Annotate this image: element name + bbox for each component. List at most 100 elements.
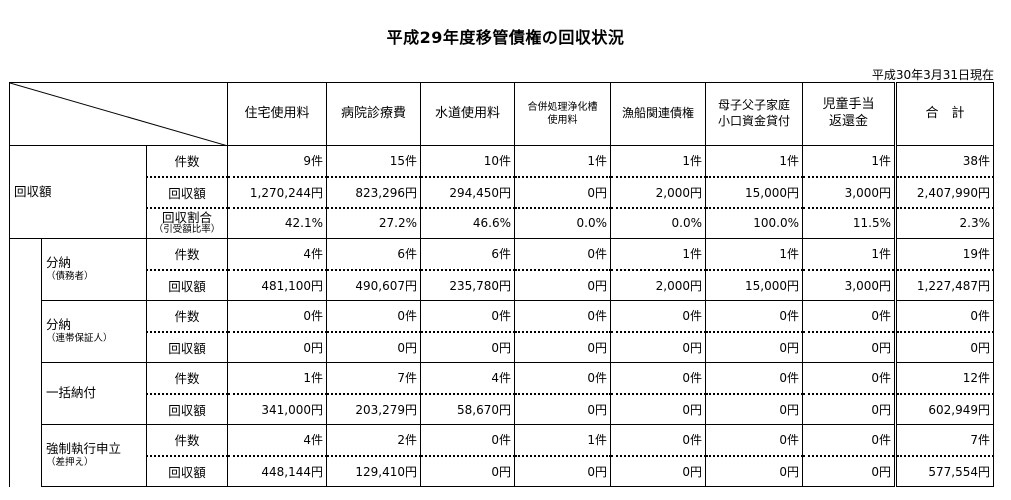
cell: 42.1% <box>227 207 327 239</box>
table-row: 回収額 1,270,244円 823,296円 294,450円 0円 2,00… <box>10 176 994 209</box>
cell: 10件 <box>420 145 515 178</box>
cell: 0円 <box>802 455 896 487</box>
cell: 1件 <box>514 424 611 457</box>
cell: 0件 <box>420 424 515 457</box>
cell: 46.6% <box>420 207 515 239</box>
col-header-water: 水道使用料 <box>420 82 515 146</box>
row-label-amount: 回収額 <box>146 455 228 487</box>
cell: 0件 <box>705 362 803 395</box>
cell: 0円 <box>705 455 803 487</box>
cell: 0件 <box>420 300 515 333</box>
cell: 2,407,990円 <box>894 176 994 209</box>
cell: 3,000円 <box>802 176 896 209</box>
cell: 19件 <box>894 238 994 271</box>
group-label-kyosei: 強制執行申立 （差押え） <box>41 424 147 487</box>
cell: 0件 <box>610 300 706 333</box>
row-label-amount: 回収額 <box>146 331 228 363</box>
cell: 0件 <box>610 362 706 395</box>
cell: 0円 <box>802 393 896 425</box>
table-row: 分納 （連帯保証人） 件数 0件 0件 0件 0件 0件 0件 0件 0件 <box>10 300 994 363</box>
cell: 0件 <box>802 300 896 333</box>
corner-diagonal <box>10 83 228 146</box>
table-row: 分納 （債務者） 件数 4件 6件 6件 0件 1件 1件 1件 19件 <box>9 238 994 487</box>
row-label-count: 件数 <box>146 145 228 178</box>
table-row: 回収額 341,000円 203,279円 58,670円 0円 0円 0円 0… <box>10 393 994 425</box>
row-label-rate: 回収割合 （引受額比率） <box>146 207 228 239</box>
cell: 0円 <box>705 393 803 425</box>
cell: 12件 <box>894 362 994 395</box>
row-label-amount: 回収額 <box>146 176 228 209</box>
cell: 2,000円 <box>610 269 706 301</box>
rate-label: 回収割合 <box>161 210 212 226</box>
cell: 1件 <box>705 145 803 178</box>
cell: 1件 <box>802 145 896 178</box>
table-row: 回収額 448,144円 129,410円 0円 0円 0円 0円 0円 577… <box>10 455 994 487</box>
cell: 1件 <box>705 238 803 271</box>
row-label-count: 件数 <box>146 300 228 333</box>
cell: 0.0% <box>514 207 611 239</box>
cell: 0円 <box>894 331 994 363</box>
cell: 3,000円 <box>802 269 896 301</box>
cell: 0件 <box>227 300 327 333</box>
cell: 0円 <box>514 455 611 487</box>
group-sublabel: （連帯保証人） <box>46 333 113 345</box>
cell: 577,554円 <box>894 455 994 487</box>
group-label-bunno-debtor: 分納 （債務者） <box>41 238 147 301</box>
cell: 1件 <box>610 145 706 178</box>
row-label-count: 件数 <box>146 238 228 271</box>
cell: 15,000円 <box>705 176 803 209</box>
cell: 0.0% <box>610 207 706 239</box>
rate-sublabel: （引受額比率） <box>153 223 221 235</box>
col-header-total: 合 計 <box>894 82 994 146</box>
row-label-count: 件数 <box>146 362 228 395</box>
cell: 490,607円 <box>326 269 421 301</box>
col-header-housing: 住宅使用料 <box>227 82 327 146</box>
cell: 1件 <box>227 362 327 395</box>
table-row: 回収額 481,100円 490,607円 235,780円 0円 2,000円… <box>10 269 994 301</box>
cell: 0円 <box>610 331 706 363</box>
cell: 0円 <box>802 331 896 363</box>
group-label-bunno-guarantor: 分納 （連帯保証人） <box>41 300 147 363</box>
cell: 294,450円 <box>420 176 515 209</box>
cell: 823,296円 <box>326 176 421 209</box>
cell: 1,227,487円 <box>894 269 994 301</box>
cell: 0円 <box>514 393 611 425</box>
cell: 0円 <box>514 331 611 363</box>
cell: 100.0% <box>705 207 803 239</box>
col-header-hospital: 病院診療費 <box>326 82 421 146</box>
cell: 11.5% <box>802 207 896 239</box>
cell: 15,000円 <box>705 269 803 301</box>
cell: 6件 <box>420 238 515 271</box>
header-row: 住宅使用料 病院診療費 水道使用料 合併処理浄化槽 使用料 漁船関連債権 母子父子… <box>9 82 994 146</box>
row-label-amount: 回収額 <box>146 269 228 301</box>
cell: 0円 <box>705 331 803 363</box>
cell: 7件 <box>326 362 421 395</box>
cell: 1件 <box>802 238 896 271</box>
cell: 129,410円 <box>326 455 421 487</box>
cell: 0円 <box>610 393 706 425</box>
cell: 0件 <box>705 300 803 333</box>
cell: 4件 <box>227 238 327 271</box>
table-row: 一括納付 件数 1件 7件 4件 0件 0件 0件 0件 12件 <box>10 362 994 425</box>
cell: 4件 <box>420 362 515 395</box>
collection-table: 住宅使用料 病院診療費 水道使用料 合併処理浄化槽 使用料 漁船関連債権 母子父子… <box>9 82 994 487</box>
cell: 9件 <box>227 145 327 178</box>
cell: 0円 <box>610 455 706 487</box>
cell: 0円 <box>514 269 611 301</box>
cell: 38件 <box>894 145 994 178</box>
group-sublabel: （債務者） <box>46 271 94 283</box>
indent-spacer <box>9 238 42 487</box>
col-header-single-parent: 母子父子家庭 小口資金貸付 <box>705 82 803 146</box>
table-row: 強制執行申立 （差押え） 件数 4件 2件 0件 1件 0件 0件 0件 7件 <box>10 424 994 487</box>
table-row: 回収割合 （引受額比率） 42.1% 27.2% 46.6% 0.0% 0.0%… <box>10 207 994 239</box>
cell: 0円 <box>420 331 515 363</box>
cell: 0件 <box>802 362 896 395</box>
cell: 1件 <box>514 145 611 178</box>
cell: 0件 <box>514 300 611 333</box>
as-of-date: 平成30年3月31日現在 <box>871 68 994 82</box>
cell: 0件 <box>514 238 611 271</box>
cell: 235,780円 <box>420 269 515 301</box>
cell: 2件 <box>326 424 421 457</box>
group-sublabel: （差押え） <box>46 457 94 469</box>
cell: 602,949円 <box>894 393 994 425</box>
